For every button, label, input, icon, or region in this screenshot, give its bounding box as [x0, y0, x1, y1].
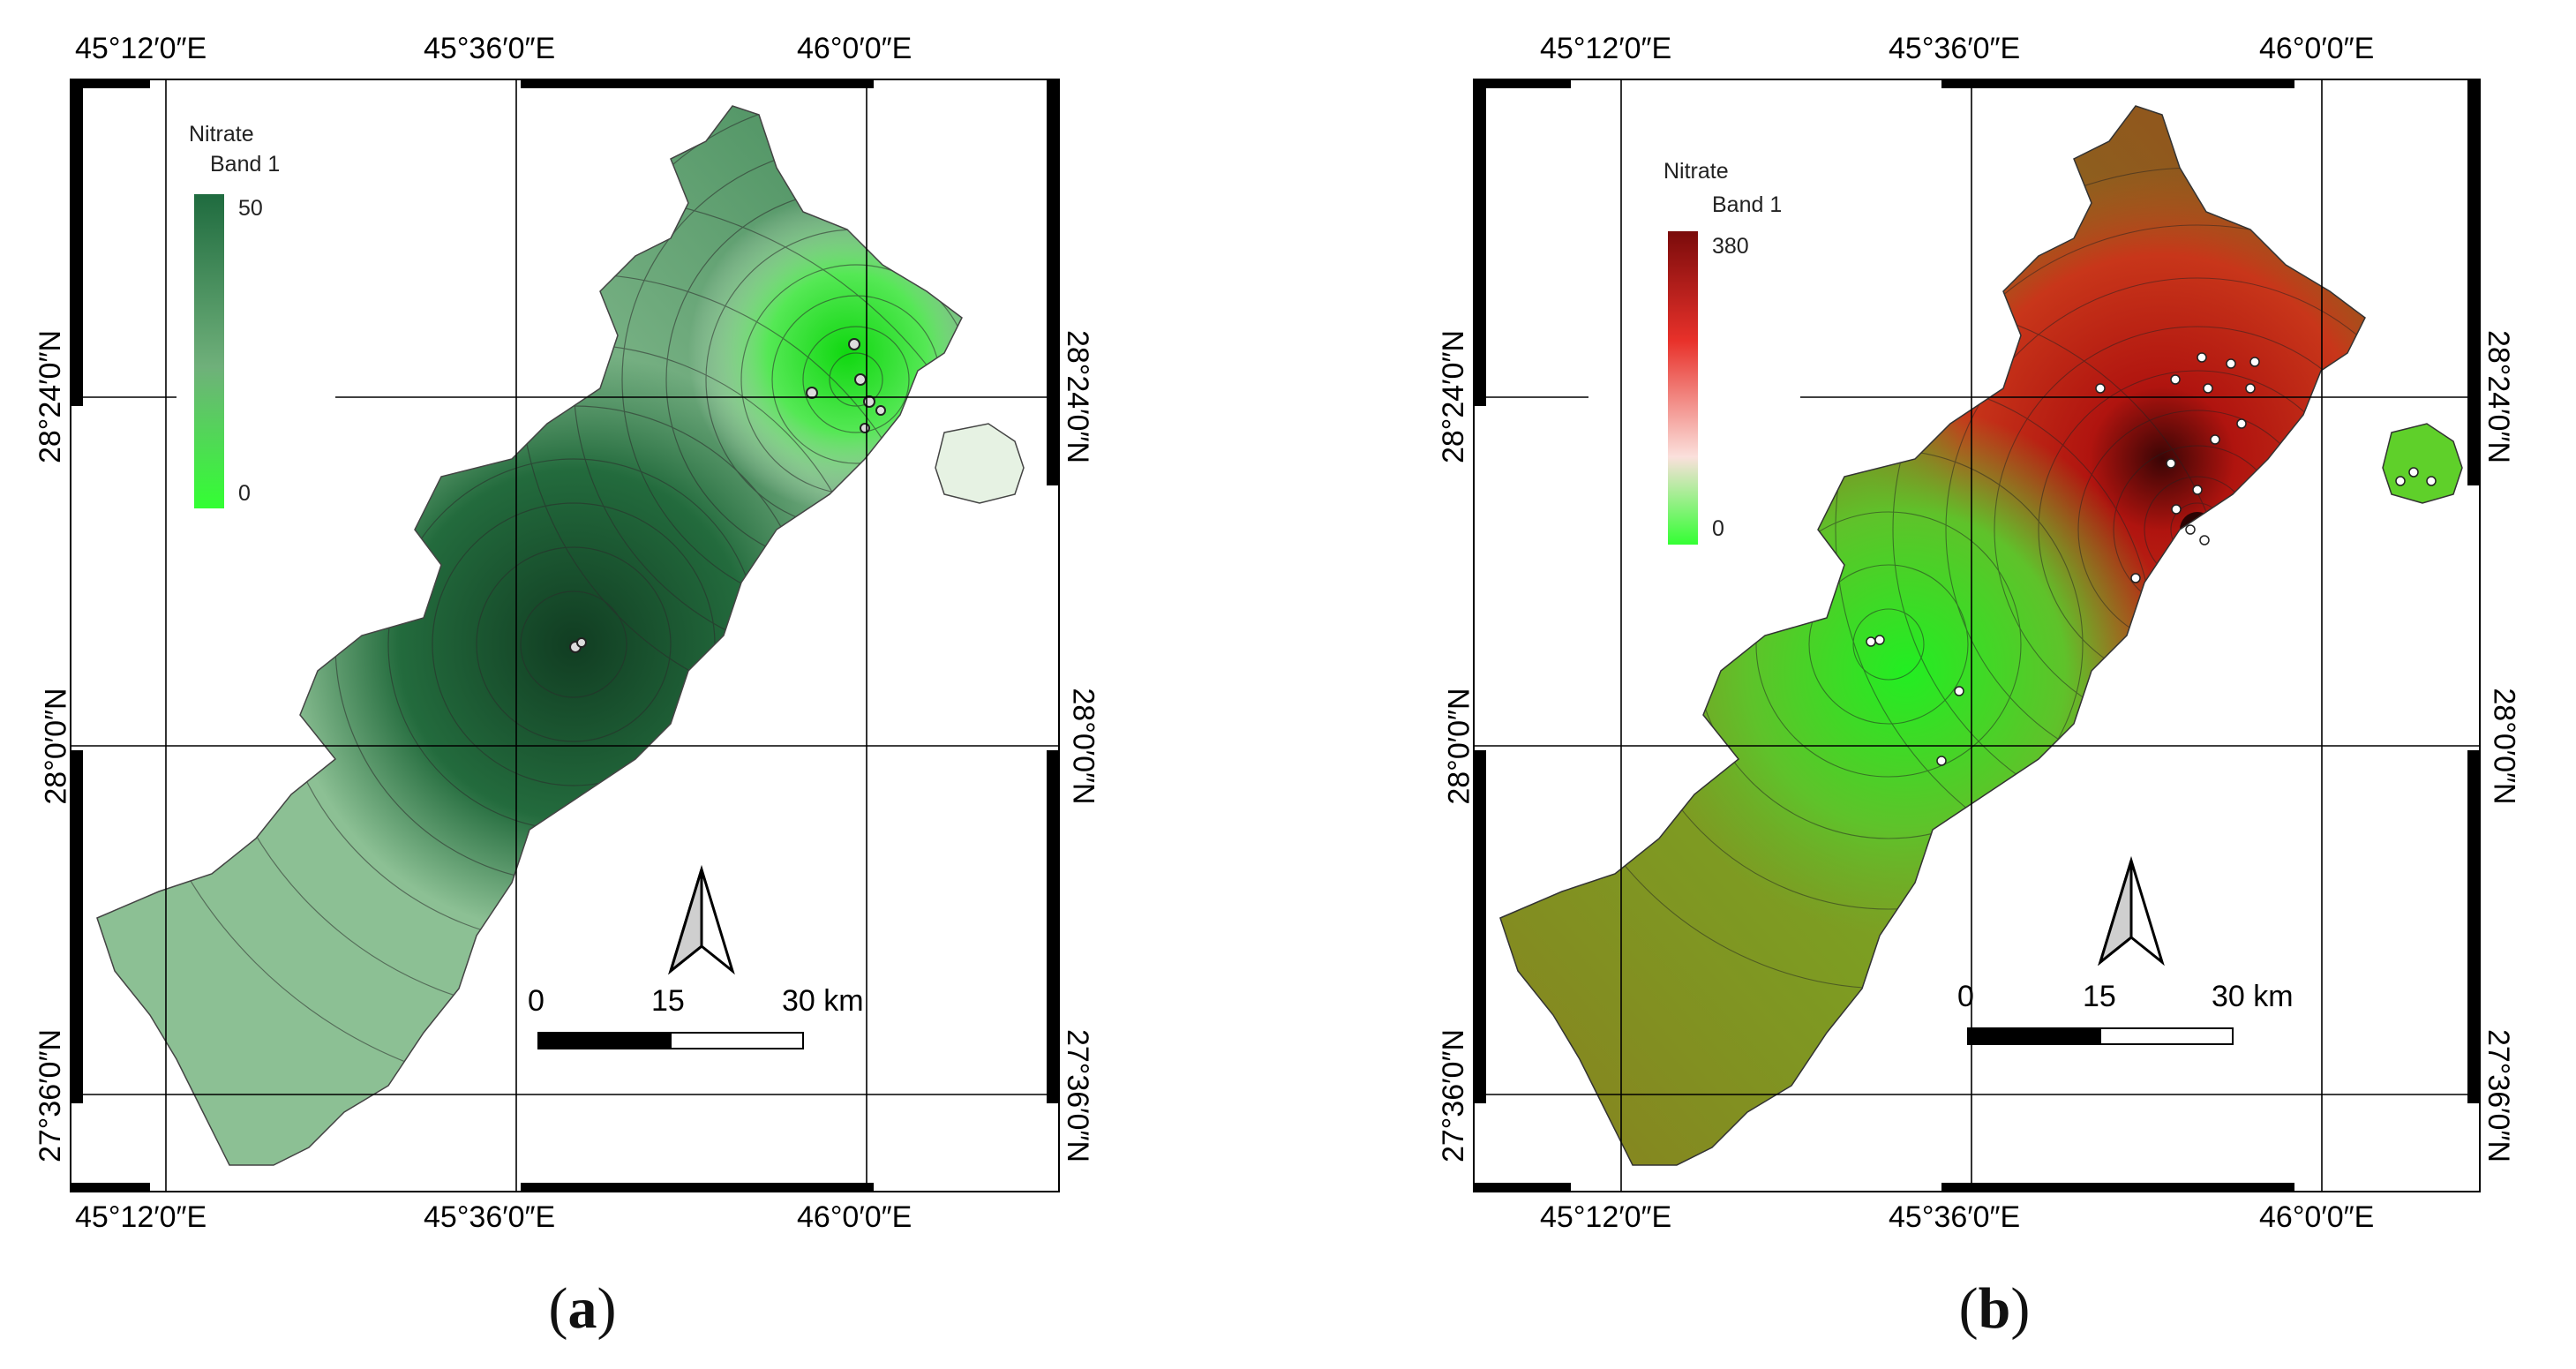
- x-label-top-1: 45°12′0″E: [75, 32, 207, 65]
- y-label-right-3: 27°36′0″N: [2482, 1028, 2516, 1163]
- scale-label-zero: 0: [528, 984, 544, 1018]
- map-frame-b: [1473, 79, 2481, 1192]
- legend-min: 0: [1712, 516, 1724, 541]
- legend-a: [194, 194, 224, 508]
- sample-points-b: [1866, 352, 2437, 766]
- legend-max: 380: [1712, 234, 1749, 259]
- x-label-bottom-2: 45°36′0″E: [1889, 1200, 2021, 1234]
- x-label-bottom-3: 46°0′0″E: [797, 1200, 912, 1234]
- x-label-top-2: 45°36′0″E: [1889, 32, 2021, 65]
- scale-label-mid: 15: [2083, 980, 2116, 1013]
- legend-band: Band 1: [1712, 192, 1783, 217]
- map-frame-a: [70, 79, 1060, 1192]
- legend-max: 50: [238, 196, 263, 221]
- map-panel-b: Nitrate Band 1 380 0 45°12′0″E 45°36′0″E…: [1437, 0, 2576, 1369]
- x-label-top-2: 45°36′0″E: [424, 32, 556, 65]
- x-label-bottom-3: 46°0′0″E: [2259, 1200, 2375, 1234]
- scale-bar-a: [537, 1032, 804, 1049]
- caption-a: (a): [548, 1276, 617, 1341]
- map-panel-a: Nitrate Band 1 50 0 45°12′0″E 45°36′0″E …: [34, 0, 1200, 1369]
- legend-min: 0: [238, 481, 251, 506]
- y-label-right-3: 27°36′0″N: [1061, 1028, 1095, 1163]
- y-label-right-2: 28°0′0″N: [1066, 688, 1100, 805]
- legend-b: [1668, 231, 1698, 545]
- x-label-bottom-1: 45°12′0″E: [1540, 1200, 1672, 1234]
- graticule-b: [1474, 79, 2480, 1192]
- x-label-top-3: 46°0′0″E: [2259, 32, 2375, 65]
- scale-label-zero: 0: [1957, 980, 1974, 1013]
- legend-title: Nitrate: [1664, 159, 1729, 184]
- x-label-top-1: 45°12′0″E: [1540, 32, 1672, 65]
- y-label-left-1: 28°24′0″N: [34, 329, 68, 464]
- legend-band: Band 1: [210, 152, 281, 177]
- island-a: [935, 423, 1025, 504]
- legend-title: Nitrate: [189, 122, 254, 147]
- x-label-top-3: 46°0′0″E: [797, 32, 912, 65]
- graticule-a: [71, 79, 1059, 1192]
- y-label-left-2: 28°0′0″N: [1442, 688, 1476, 805]
- scale-label-end: 30 km: [782, 984, 864, 1018]
- y-label-left-2: 28°0′0″N: [39, 688, 73, 805]
- y-label-right-1: 28°24′0″N: [2482, 329, 2516, 464]
- y-label-left-3: 27°36′0″N: [34, 1028, 68, 1163]
- north-arrow-icon: [2098, 855, 2165, 967]
- x-label-bottom-1: 45°12′0″E: [75, 1200, 207, 1234]
- y-label-left-3: 27°36′0″N: [1437, 1028, 1471, 1163]
- y-label-right-2: 28°0′0″N: [2487, 688, 2521, 805]
- caption-b: (b): [1958, 1276, 2031, 1341]
- y-label-left-1: 28°24′0″N: [1437, 329, 1471, 464]
- scale-label-mid: 15: [651, 984, 685, 1018]
- scale-bar-b: [1967, 1027, 2234, 1045]
- north-arrow-icon: [668, 864, 735, 975]
- scale-label-end: 30 km: [2212, 980, 2294, 1013]
- x-label-bottom-2: 45°36′0″E: [424, 1200, 556, 1234]
- y-label-right-1: 28°24′0″N: [1061, 329, 1095, 464]
